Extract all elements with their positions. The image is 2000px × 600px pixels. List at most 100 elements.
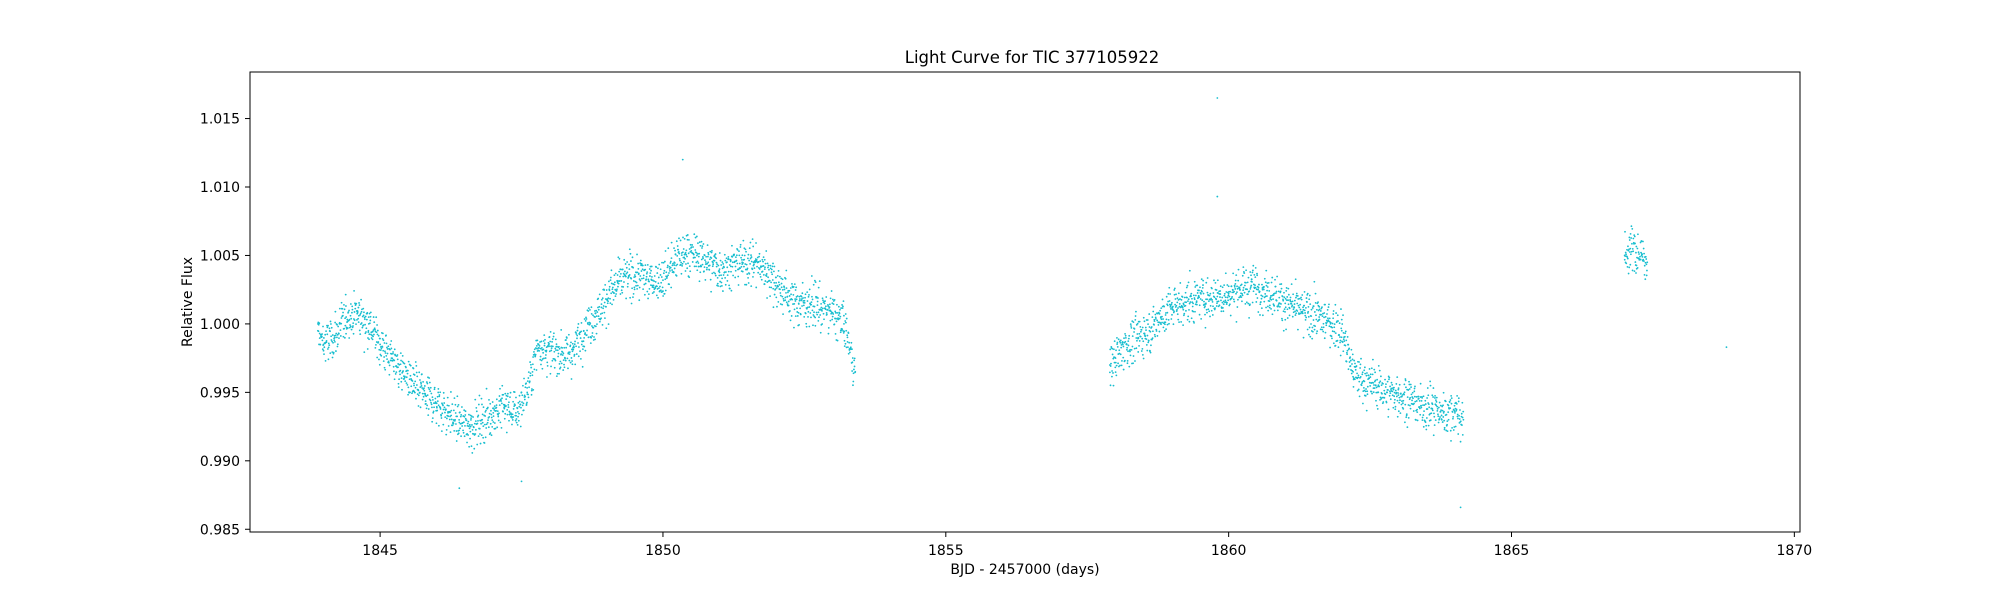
data-point: [1374, 379, 1377, 382]
data-point: [1434, 397, 1436, 399]
data-point: [659, 268, 662, 271]
data-point: [1454, 425, 1457, 428]
data-point: [656, 285, 658, 288]
data-point: [449, 431, 452, 434]
data-point: [1183, 312, 1186, 315]
data-point: [1153, 323, 1155, 326]
data-point: [781, 295, 784, 298]
data-point: [765, 275, 768, 277]
data-point: [425, 381, 428, 383]
data-point: [1140, 328, 1143, 331]
data-point: [646, 290, 649, 293]
data-point: [1256, 272, 1258, 275]
data-point: [1281, 317, 1283, 320]
data-point: [1322, 322, 1325, 325]
data-point: [1251, 280, 1253, 283]
data-point: [333, 336, 336, 339]
data-point: [1269, 296, 1272, 299]
data-point: [329, 320, 332, 323]
data-point: [743, 265, 745, 268]
data-point: [1275, 292, 1277, 294]
data-point: [1629, 251, 1631, 253]
data-point: [734, 276, 737, 279]
data-point: [602, 307, 604, 310]
data-point: [424, 400, 427, 403]
data-point: [1452, 417, 1454, 420]
data-point: [802, 304, 805, 307]
data-point: [327, 342, 330, 345]
data-point: [342, 311, 344, 314]
data-point: [643, 293, 646, 296]
data-point: [1240, 283, 1243, 286]
data-point: [1318, 308, 1321, 311]
data-point: [1391, 390, 1394, 393]
data-point: [437, 404, 440, 407]
data-point: [709, 250, 712, 253]
data-point: [758, 255, 760, 258]
data-point: [841, 304, 843, 306]
data-point: [1308, 294, 1311, 297]
data-point: [835, 317, 837, 320]
data-point: [552, 332, 555, 335]
data-point: [565, 346, 568, 349]
data-point: [456, 395, 459, 398]
data-point: [433, 386, 436, 389]
data-point: [395, 371, 398, 374]
data-point: [561, 346, 564, 349]
data-point: [1134, 360, 1136, 362]
data-point: [673, 267, 676, 270]
data-point: [533, 368, 536, 371]
data-point: [436, 395, 439, 398]
data-point: [499, 398, 502, 401]
data-point: [374, 346, 377, 349]
data-point: [1626, 257, 1629, 260]
data-point: [1161, 298, 1164, 301]
data-point: [485, 387, 488, 390]
data-point: [1190, 317, 1193, 320]
data-point: [1245, 281, 1247, 284]
data-point: [323, 346, 326, 349]
data-point: [671, 269, 673, 271]
data-point: [1633, 234, 1636, 237]
data-point: [1234, 288, 1237, 290]
data-point: [1446, 430, 1449, 433]
data-point: [853, 357, 856, 360]
data-point: [1138, 332, 1141, 335]
data-point: [490, 413, 493, 416]
data-point: [833, 323, 836, 326]
data-point: [1458, 418, 1461, 420]
data-point: [489, 422, 492, 425]
data-point: [571, 342, 574, 345]
data-point: [468, 413, 470, 416]
data-point: [460, 435, 462, 438]
x-tick-label: 1860: [1211, 543, 1247, 559]
data-point: [1374, 384, 1377, 387]
data-point: [417, 405, 420, 407]
data-point: [1412, 397, 1414, 400]
data-point: [1344, 344, 1347, 347]
data-point: [1236, 291, 1238, 294]
data-point: [779, 288, 781, 291]
data-point: [703, 254, 706, 257]
outlier-point: [520, 480, 523, 483]
data-point: [413, 382, 415, 385]
data-point: [1280, 287, 1283, 290]
data-point: [746, 267, 749, 270]
data-point: [834, 310, 837, 313]
data-point: [581, 365, 584, 368]
data-point: [663, 292, 666, 295]
data-point: [1257, 288, 1259, 291]
data-point: [1634, 261, 1637, 263]
data-point: [575, 333, 578, 335]
data-point: [611, 286, 614, 289]
data-point: [811, 309, 814, 312]
data-point: [466, 422, 469, 425]
data-point: [1200, 292, 1202, 295]
data-point: [564, 359, 567, 362]
data-point: [1382, 401, 1385, 403]
data-point: [708, 258, 711, 261]
data-point: [1116, 337, 1118, 339]
data-point: [353, 311, 356, 313]
data-point: [844, 342, 847, 345]
data-point: [421, 392, 424, 395]
